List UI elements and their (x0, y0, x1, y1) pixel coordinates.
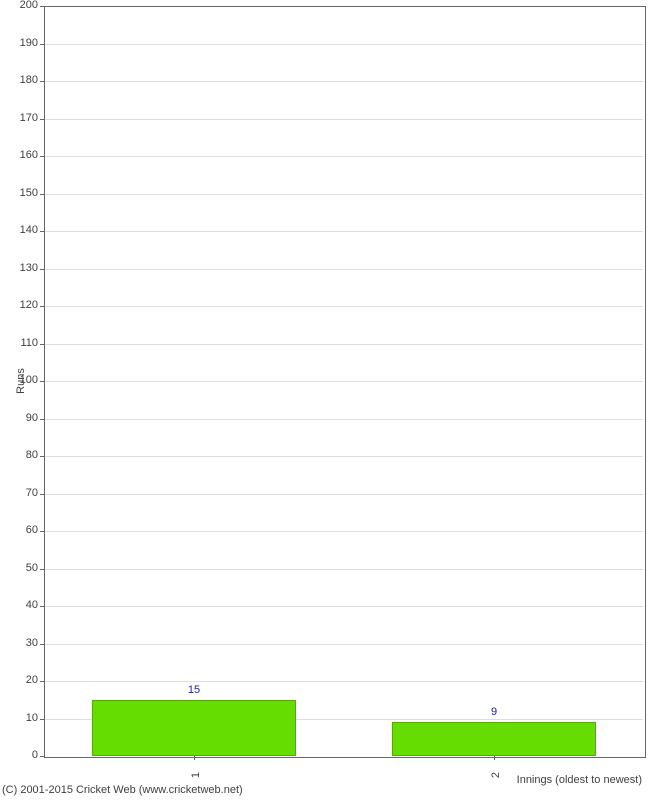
y-tick-label: 190 (8, 37, 38, 49)
y-tick-label: 20 (8, 674, 38, 686)
copyright-text: (C) 2001-2015 Cricket Web (www.cricketwe… (2, 784, 243, 796)
y-tick-mark (40, 306, 44, 307)
y-tick-mark (40, 81, 44, 82)
y-tick-mark (40, 194, 44, 195)
y-tick-mark (40, 456, 44, 457)
y-grid-line (45, 194, 643, 195)
y-grid-line (45, 81, 643, 82)
y-tick-label: 0 (8, 749, 38, 761)
y-tick-mark (40, 119, 44, 120)
y-axis-label: Runs (15, 368, 27, 394)
y-tick-label: 10 (8, 712, 38, 724)
y-tick-mark (40, 681, 44, 682)
y-tick-mark (40, 381, 44, 382)
y-tick-mark (40, 419, 44, 420)
y-grid-line (45, 456, 643, 457)
y-tick-label: 40 (8, 599, 38, 611)
y-tick-label: 170 (8, 112, 38, 124)
bar-value-label: 15 (174, 684, 214, 696)
y-grid-line (45, 494, 643, 495)
y-tick-mark (40, 44, 44, 45)
y-tick-label: 60 (8, 524, 38, 536)
y-tick-mark (40, 231, 44, 232)
y-tick-mark (40, 6, 44, 7)
x-tick-label: 2 (490, 772, 502, 778)
y-tick-label: 140 (8, 224, 38, 236)
y-tick-label: 150 (8, 187, 38, 199)
y-tick-label: 30 (8, 637, 38, 649)
chart-container: 0102030405060708090100110120130140150160… (0, 0, 650, 800)
y-tick-label: 90 (8, 412, 38, 424)
y-grid-line (45, 681, 643, 682)
y-tick-mark (40, 719, 44, 720)
y-tick-mark (40, 156, 44, 157)
y-tick-label: 160 (8, 149, 38, 161)
y-grid-line (45, 344, 643, 345)
y-grid-line (45, 606, 643, 607)
y-grid-line (45, 44, 643, 45)
y-tick-mark (40, 344, 44, 345)
y-grid-line (45, 156, 643, 157)
y-tick-mark (40, 494, 44, 495)
y-tick-label: 70 (8, 487, 38, 499)
x-axis-label: Innings (oldest to newest) (517, 774, 642, 786)
y-tick-label: 130 (8, 262, 38, 274)
y-tick-label: 110 (8, 337, 38, 349)
x-tick-mark (494, 756, 495, 760)
y-grid-line (45, 644, 643, 645)
y-tick-mark (40, 531, 44, 532)
bar (92, 700, 296, 756)
y-grid-line (45, 569, 643, 570)
y-grid-line (45, 231, 643, 232)
y-tick-mark (40, 269, 44, 270)
y-grid-line (45, 381, 643, 382)
y-grid-line (45, 531, 643, 532)
bar-value-label: 9 (474, 706, 514, 718)
y-grid-line (45, 269, 643, 270)
y-tick-label: 50 (8, 562, 38, 574)
x-tick-mark (194, 756, 195, 760)
y-grid-line (45, 119, 643, 120)
y-tick-label: 120 (8, 299, 38, 311)
y-tick-label: 80 (8, 449, 38, 461)
x-tick-label: 1 (190, 772, 202, 778)
y-tick-mark (40, 569, 44, 570)
bar (392, 722, 596, 756)
y-tick-mark (40, 756, 44, 757)
y-tick-label: 180 (8, 74, 38, 86)
y-grid-line (45, 419, 643, 420)
y-tick-label: 200 (8, 0, 38, 11)
y-grid-line (45, 306, 643, 307)
y-tick-mark (40, 606, 44, 607)
y-tick-mark (40, 644, 44, 645)
